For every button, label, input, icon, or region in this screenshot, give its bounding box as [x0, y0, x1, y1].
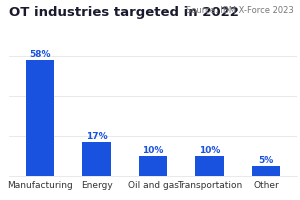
Text: 10%: 10%	[199, 145, 220, 154]
Bar	[195, 156, 224, 176]
Bar	[82, 142, 111, 176]
Bar	[139, 156, 167, 176]
Bar	[252, 166, 280, 176]
Text: 10%: 10%	[142, 145, 164, 154]
Bar	[26, 60, 54, 176]
Text: OT industries targeted in 2022: OT industries targeted in 2022	[9, 6, 239, 19]
Text: 5%: 5%	[258, 155, 274, 164]
Text: 58%: 58%	[29, 50, 51, 59]
Text: 17%: 17%	[86, 132, 107, 140]
Text: Source: IBM X-Force 2023: Source: IBM X-Force 2023	[186, 6, 294, 15]
